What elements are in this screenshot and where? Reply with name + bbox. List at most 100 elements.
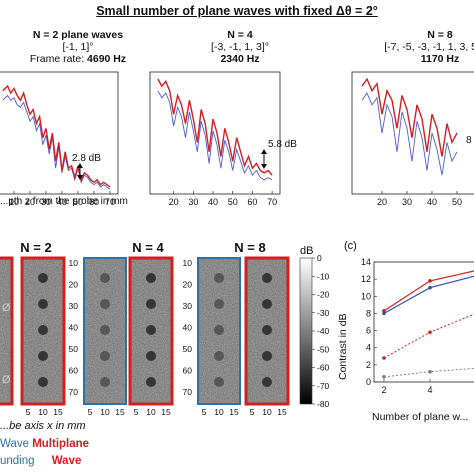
- profile-1-series-single: [2, 94, 111, 190]
- image-2-border: [83, 257, 127, 405]
- contrast-frame: [373, 261, 474, 383]
- image-1-cyst-1: [38, 299, 48, 309]
- image-1-cyst-4: [38, 377, 48, 387]
- profile-2-series-multiplane: [157, 78, 273, 176]
- contrast-series-1-point-1: [428, 285, 432, 290]
- image-4-cyst-1: [214, 299, 224, 309]
- profile-3-series-single: [361, 92, 458, 176]
- image-1-cyst-3: [38, 351, 48, 361]
- image-ytick-a-4: 50: [69, 344, 79, 354]
- legend-line-2: unding Wave: [0, 455, 81, 468]
- image-2-xtick-0: 5: [88, 407, 93, 417]
- profile-2-tick-label-5: 70: [267, 197, 277, 207]
- image-2-cyst-3: [100, 351, 110, 361]
- image-4-xtick-2: 15: [229, 407, 239, 417]
- image-4-cyst-2: [214, 325, 224, 335]
- profile-3-tick-label-0: 20: [377, 197, 387, 207]
- contrast-series-3-point-1: [428, 369, 432, 374]
- image-group-n8-label: N = 8: [234, 240, 266, 255]
- image-ytick-b-3: 40: [183, 323, 193, 333]
- profile-2-tick-label-1: 30: [188, 197, 198, 207]
- image-5-border: [244, 256, 290, 406]
- panel-c-rate: 1170 Hz: [420, 53, 460, 65]
- contrast-ylabel: Contrast in dB: [337, 313, 349, 380]
- contrast-series-3: [383, 367, 474, 378]
- image-5-xtick-1: 10: [262, 407, 272, 417]
- profile-3-tick-label-3: 50: [452, 197, 462, 207]
- colorbar: [299, 257, 313, 405]
- contrast-series-0-point-0: [382, 309, 386, 313]
- image-left-label-2: Ø: [2, 374, 11, 386]
- annotation-c: 8: [466, 135, 472, 146]
- image-5-cyst-3: [262, 351, 272, 361]
- image-group-n2-label: N = 2: [20, 240, 52, 255]
- image-3-cyst-2: [146, 325, 156, 335]
- image-1-border: [20, 256, 66, 406]
- image-2-cyst-2: [100, 325, 110, 335]
- image-ytick-a-6: 70: [69, 387, 79, 397]
- contrast-ytick-label-0: 0: [366, 377, 371, 387]
- image-xlabel: ...be axis x in mm: [0, 420, 86, 432]
- profile-a-frame: [0, 71, 119, 195]
- contrast-series-1-point-0: [382, 311, 386, 316]
- image-ytick-a-2: 30: [69, 301, 79, 311]
- colorbar-ticks: 0 -10 -20 -30 -40 -50 -60 -70 -80: [312, 253, 330, 409]
- colorbar-tick-label-5: -50: [317, 344, 330, 354]
- profile-1-tick-label-3: 40: [57, 197, 67, 207]
- profile-2-tick-label-3: 50: [228, 197, 238, 207]
- profile-3-series-multiplane: [361, 77, 458, 157]
- contrast-series-0-point-1: [428, 279, 432, 283]
- profile-c-frame: [351, 71, 474, 195]
- profile-1-tick-label-6: 70: [105, 197, 115, 207]
- panel-b-header: N = 4 [-3, -1, 1, 3]° 2340 Hz: [180, 29, 300, 65]
- image-1-cyst-0: [38, 273, 48, 283]
- image-4-xtick-1: 10: [214, 407, 224, 417]
- contrast-ytick-label-4: 8: [366, 308, 371, 318]
- annotation-c-label: 8: [466, 135, 472, 146]
- image-group-n4-label: N = 4: [132, 240, 164, 255]
- contrast-panel-label: (c): [344, 240, 357, 252]
- profile-2-tick-label-0: 20: [169, 197, 179, 207]
- image-2-xtick-2: 15: [115, 407, 125, 417]
- image-ytick-b-1: 20: [183, 280, 193, 290]
- image-ytick-b-5: 60: [183, 366, 193, 376]
- panel-a-header: N = 2 plane waves [-1, 1]° Frame rate: 4…: [8, 29, 148, 65]
- image-5-cyst-2: [262, 325, 272, 335]
- contrast-series-0: [383, 270, 474, 312]
- image-ytick-a-3: 40: [69, 323, 79, 333]
- profile-ticks: 10 20 30 40 50 60 70 20 30 40 50 60 70 20 30 40 50: [9, 191, 462, 207]
- image-1-xtick-2: 15: [53, 407, 63, 417]
- image-2-cyst-0: [100, 273, 110, 283]
- panel-b-angles: [-3, -1, 1, 3]°: [211, 41, 269, 53]
- panel-b-n-label: N = 4: [227, 29, 253, 41]
- image-4-cyst-4: [214, 377, 224, 387]
- image-4-border: [197, 257, 241, 405]
- colorbar-unit: dB: [300, 245, 314, 257]
- contrast-ytick-label-6: 12: [361, 274, 371, 284]
- image-5-cyst-4: [262, 377, 272, 387]
- image-3-cyst-1: [146, 299, 156, 309]
- image-5-xtick-2: 15: [277, 407, 287, 417]
- image-4-cyst-0: [214, 273, 224, 283]
- colorbar-tick-label-0: 0: [317, 253, 322, 263]
- contrast-xtick-label-0: 2: [381, 385, 386, 395]
- image-5-xtick-0: 5: [250, 407, 255, 417]
- profile-b-frame: [149, 71, 281, 195]
- image-0-border: [0, 256, 14, 406]
- contrast-series-2-point-0: [382, 356, 386, 360]
- image-ytick-a-1: 20: [69, 280, 79, 290]
- profile-1-series-multiplane: [2, 84, 111, 188]
- image-3-xtick-1: 10: [146, 407, 156, 417]
- legend-single-wave: Wave: [0, 438, 29, 450]
- image-4-cyst-3: [214, 351, 224, 361]
- profile-xlabel: ...pth z from the probe in mm: [0, 196, 128, 207]
- colorbar-tick-label-4: -40: [317, 326, 330, 336]
- image-5-cyst-1: [262, 299, 272, 309]
- image-4-xtick-0: 5: [202, 407, 207, 417]
- contrast-ytick-label-5: 10: [361, 291, 371, 301]
- image-4-speckle: [198, 258, 240, 404]
- profile-lines: [2, 77, 458, 190]
- contrast-ytick-label-2: 4: [366, 343, 371, 353]
